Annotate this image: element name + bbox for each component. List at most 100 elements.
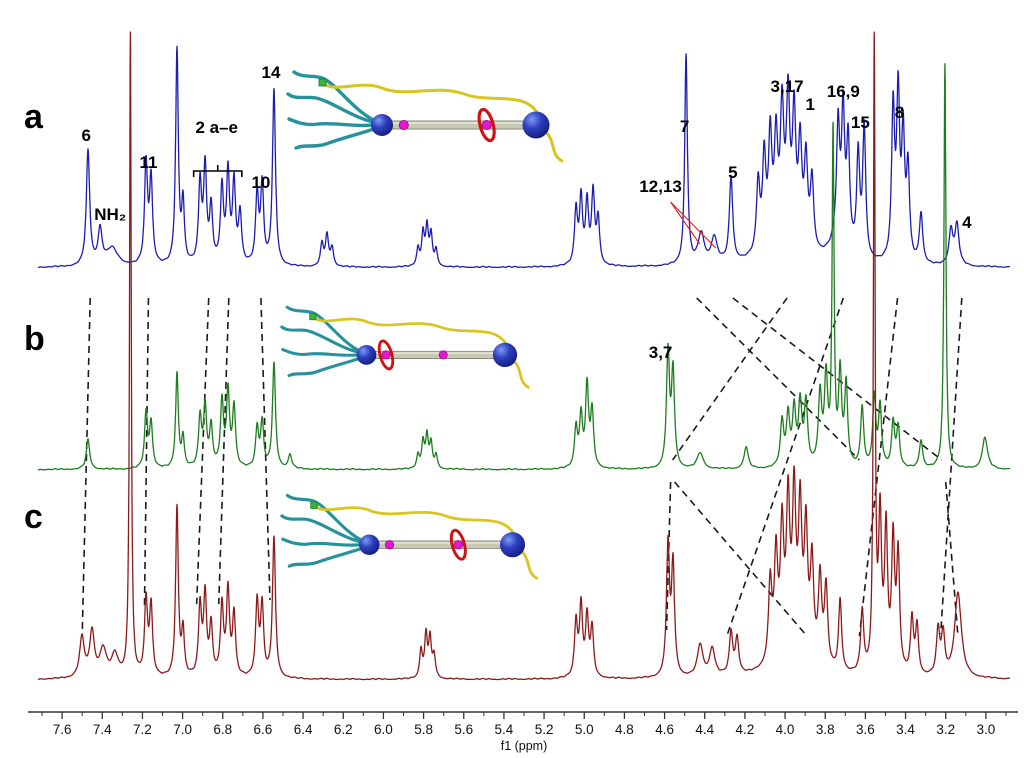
axis-tick-label: 5.0 xyxy=(575,722,594,737)
stopper-sphere-right xyxy=(522,111,550,139)
axis-tick-label: 7.4 xyxy=(93,722,112,737)
cyan-chain-icon xyxy=(287,117,385,128)
cyan-chain-icon xyxy=(286,92,385,126)
yellow-chain-icon xyxy=(315,506,516,536)
axis-tick-label: 5.8 xyxy=(414,722,433,737)
yellow-chain-icon xyxy=(324,83,540,116)
peak-label: 3,17 xyxy=(771,77,804,96)
pointer-line xyxy=(670,201,717,249)
station-dot xyxy=(384,540,395,550)
end-group-square xyxy=(309,313,317,321)
axis-tick-label: 4.4 xyxy=(695,722,714,737)
axis-tick-label: 3.2 xyxy=(936,722,955,737)
molecule-inset-rotaxane-b xyxy=(280,305,530,389)
peak-label: 8 xyxy=(895,103,904,122)
axis-tick-label: 6.4 xyxy=(294,722,313,737)
axis-tick-label: 4.6 xyxy=(655,722,674,737)
panel-label-a: a xyxy=(24,98,43,136)
assignment-dash-line xyxy=(195,297,210,605)
spectrum-b-trace xyxy=(37,63,1011,471)
peak-label: 2 a–e xyxy=(195,118,238,137)
peak-label: 11 xyxy=(139,153,157,172)
cyan-chain-icon xyxy=(287,544,372,568)
cyan-chain-icon xyxy=(281,347,369,357)
axis-tick-label: 6.6 xyxy=(254,722,273,737)
station-dot xyxy=(481,120,492,131)
stopper-sphere-left xyxy=(359,534,380,555)
peak-label: 3,7 xyxy=(649,343,673,362)
cyan-chain-icon xyxy=(280,514,372,546)
peak-label: 10 xyxy=(251,173,270,192)
assignment-dash-line xyxy=(143,297,150,611)
station-dot xyxy=(438,350,448,360)
assignment-dash-line xyxy=(732,297,943,461)
station-dot xyxy=(398,120,409,131)
peak-label: 1 xyxy=(805,95,814,114)
station-dot xyxy=(453,540,463,550)
end-group-square xyxy=(310,501,318,509)
peak-label: NH₂ xyxy=(94,205,126,224)
macrocycle-ring-icon xyxy=(477,107,496,143)
axis-tick-label: 3.0 xyxy=(977,722,996,737)
axis-tick-label: 4.8 xyxy=(615,722,634,737)
assignment-dash-line xyxy=(671,297,788,461)
panel-label-b: b xyxy=(24,320,45,358)
peak-label: 6 xyxy=(81,126,90,145)
assignment-dash-line xyxy=(217,297,230,605)
axis-tick-label: 3.6 xyxy=(856,722,875,737)
pointer-line xyxy=(670,201,701,245)
panel-label-c: c xyxy=(24,498,43,536)
assignment-dash-line xyxy=(696,297,860,461)
macrocycle-ring-icon xyxy=(449,528,467,561)
axis-tick-label: 6.8 xyxy=(213,722,232,737)
yellow-tail-icon xyxy=(520,549,539,580)
axis-tick-label: 5.4 xyxy=(495,722,514,737)
molecule-inset-rotaxane-a xyxy=(286,70,564,163)
assignment-dash-line xyxy=(81,297,92,637)
spectrum-c-trace xyxy=(37,31,1011,681)
macrocycle-ring-icon xyxy=(377,339,395,371)
axis-tick-label: 7.0 xyxy=(173,722,192,737)
molecule-inset-rotaxane-c xyxy=(280,493,539,580)
peak-label: 14 xyxy=(261,63,280,82)
peak-label: 12,13 xyxy=(639,177,682,196)
peak-label: 16,9 xyxy=(827,82,860,101)
peak-label: 4 xyxy=(962,213,972,232)
peak-label: 7 xyxy=(680,117,689,136)
cyan-chain-icon xyxy=(281,537,372,547)
assignment-dash-line xyxy=(944,481,959,635)
stopper-sphere-right xyxy=(499,532,526,558)
assignment-dash-line xyxy=(260,297,271,601)
axis-tick-label: 3.4 xyxy=(896,722,915,737)
yellow-chain-icon xyxy=(314,317,509,347)
spectrum-a-trace xyxy=(37,45,1011,269)
cyan-chain-icon xyxy=(294,124,385,150)
axis-tick-label: 5.6 xyxy=(454,722,473,737)
x-axis-title: f1 (ppm) xyxy=(501,739,548,753)
stopper-sphere-left xyxy=(371,114,393,136)
yellow-tail-icon xyxy=(512,359,530,389)
stopper-sphere-right xyxy=(492,342,518,368)
axis-tick-label: 7.2 xyxy=(133,722,152,737)
cyan-chain-icon xyxy=(287,354,369,378)
assignment-dash-line xyxy=(939,297,963,635)
axis-tick-label: 5.2 xyxy=(535,722,554,737)
peak-label: 5 xyxy=(728,163,737,182)
station-dot xyxy=(381,350,391,360)
cyan-chain-icon xyxy=(285,493,372,546)
cyan-chain-icon xyxy=(285,305,369,356)
axis-tick-label: 4.2 xyxy=(736,722,755,737)
assignment-dash-line xyxy=(858,297,899,637)
axis-tick-label: 6.2 xyxy=(334,722,353,737)
cyan-chain-icon xyxy=(280,325,369,356)
peak-label: 15 xyxy=(851,113,870,132)
assignment-dash-line xyxy=(674,481,806,635)
axis-tick-label: 7.6 xyxy=(53,722,72,737)
axis-tick-label: 3.8 xyxy=(816,722,835,737)
yellow-tail-icon xyxy=(544,130,564,163)
stopper-sphere-left xyxy=(356,345,377,365)
end-group-square xyxy=(318,78,327,87)
axis-tick-label: 6.0 xyxy=(374,722,393,737)
